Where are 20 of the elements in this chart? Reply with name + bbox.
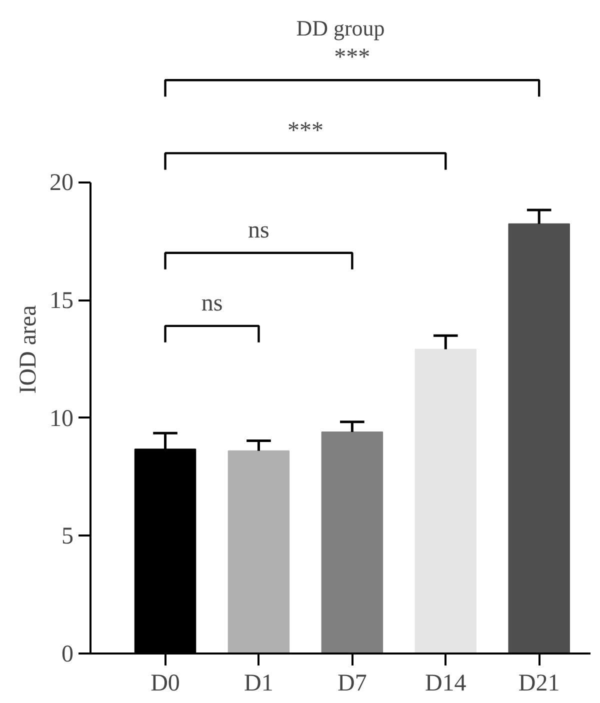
annotation: ns xyxy=(248,217,270,244)
x-tick-label: D0 xyxy=(150,670,180,696)
bar xyxy=(414,348,477,654)
y-tick-label: 0 xyxy=(62,642,74,668)
x-tick-label: D1 xyxy=(244,670,274,696)
bar xyxy=(228,450,290,654)
x-tick-label: D14 xyxy=(424,670,466,696)
annotation: ns xyxy=(201,290,223,317)
bar xyxy=(321,431,384,654)
chart-title: DD group xyxy=(296,16,385,40)
y-tick-label: 15 xyxy=(50,288,74,314)
x-tick-label: D7 xyxy=(338,670,367,696)
text: *** xyxy=(334,44,370,71)
y-tick-label: 10 xyxy=(50,406,74,432)
x-tick-label: D21 xyxy=(518,670,560,696)
y-tick-label: 20 xyxy=(50,170,74,196)
y-tick-label: 5 xyxy=(62,524,74,550)
text: *** xyxy=(287,118,324,144)
y-axis-title: IOD area xyxy=(16,304,42,394)
bar xyxy=(508,223,570,654)
